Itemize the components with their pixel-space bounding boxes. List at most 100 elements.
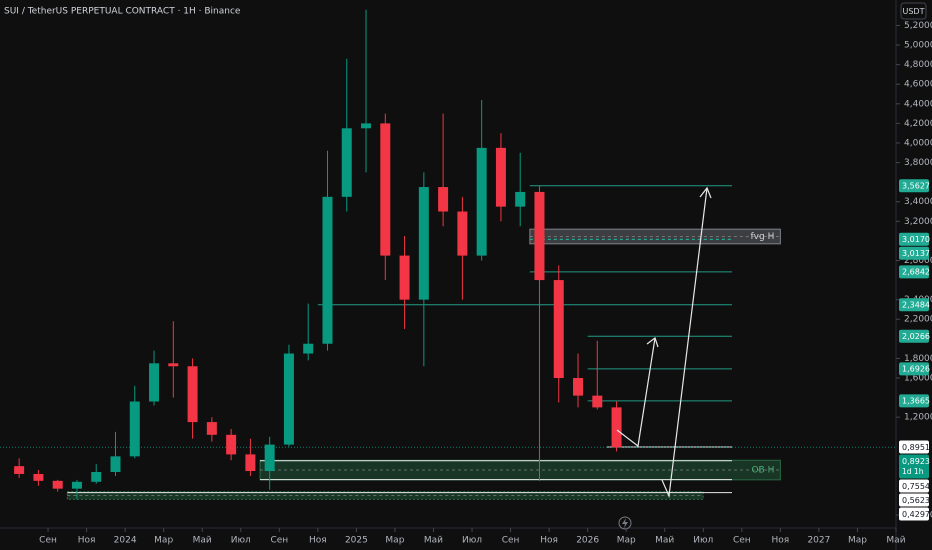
x-tick-label: Сен <box>733 536 751 546</box>
candle-body <box>573 378 584 396</box>
candle-body <box>495 147 506 207</box>
price-label: 2,0266 <box>902 332 930 341</box>
x-tick-label: Мар <box>154 536 173 546</box>
x-tick-label: Июл <box>693 536 713 546</box>
price-label-box <box>899 493 929 507</box>
candle-body <box>129 401 140 457</box>
price-label-box <box>899 179 929 193</box>
price-label: 3,5627 <box>902 182 930 191</box>
candle-body <box>168 363 179 367</box>
y-tick-label: 4,2000 <box>904 119 932 129</box>
y-tick-label: 5,0000 <box>904 41 932 51</box>
candle-body <box>283 353 294 445</box>
candle-body <box>592 395 603 408</box>
x-tick-label: Мар <box>617 536 636 546</box>
x-tick-label: Май <box>424 536 443 546</box>
y-tick-label: 1,2000 <box>904 413 932 423</box>
y-tick-label: 3,4000 <box>904 197 932 207</box>
price-label-box <box>899 265 929 279</box>
x-tick-label: Май <box>655 536 674 546</box>
candle-body <box>226 434 237 455</box>
arrow-line <box>616 337 656 448</box>
candle-body <box>91 472 102 482</box>
x-tick-label: 2024 <box>114 536 137 546</box>
y-tick-label: 5,2000 <box>904 21 932 31</box>
candle-body <box>418 187 429 300</box>
price-label: 0,8923 <box>902 457 930 466</box>
price-label-box <box>899 454 929 479</box>
candle-body <box>534 191 545 281</box>
price-label: 0,7554 <box>902 482 930 491</box>
price-label-box <box>899 246 929 260</box>
candle-body <box>438 187 449 212</box>
zone-label: OB H <box>751 466 774 476</box>
x-tick-label: Сен <box>502 536 520 546</box>
chart-title: SUI / TetherUS PERPETUAL CONTRACT · 1H ·… <box>4 7 241 17</box>
price-label: 2,6842 <box>902 268 930 277</box>
x-tick-label: Июл <box>462 536 482 546</box>
candle-body <box>187 366 198 423</box>
x-tick-label: Ноя <box>309 536 327 546</box>
y-tick-label: 1,8000 <box>904 354 932 364</box>
y-tick-label: 4,0000 <box>904 138 932 148</box>
price-label: 3,0137 <box>902 249 930 258</box>
candle-body <box>361 123 372 129</box>
x-tick-label: Мар <box>385 536 404 546</box>
zone-label: fvg H <box>751 232 775 242</box>
price-label-box <box>899 232 929 246</box>
price-label: 0,8951 <box>902 443 930 452</box>
y-tick-label: 1,6000 <box>904 374 932 384</box>
price-label: 2,3484 <box>902 301 930 310</box>
arrow-line <box>661 187 708 499</box>
drawings <box>616 186 712 499</box>
x-tick-label: Ноя <box>78 536 96 546</box>
y-tick-label: 4,6000 <box>904 80 932 90</box>
x-tick-label: 2025 <box>345 536 368 546</box>
x-tick-label: Сен <box>39 536 57 546</box>
plot-area: fvg H OB H <box>0 9 896 500</box>
zone <box>66 491 704 500</box>
y-tick-label: 2,2000 <box>904 315 932 325</box>
candle-body <box>245 454 256 472</box>
x-tick-label: 2026 <box>576 536 599 546</box>
y-tick-label: 3,8000 <box>904 158 932 168</box>
price-label: 0,5623 <box>902 496 930 505</box>
candle-body <box>476 147 487 256</box>
price-label-box <box>899 440 929 454</box>
candle-body <box>110 456 121 473</box>
price-label: 0,4297 <box>902 510 930 519</box>
candle-body <box>149 363 160 402</box>
price-label: 1,3665 <box>902 397 930 406</box>
price-label-box <box>899 362 929 376</box>
x-tick-label: Ноя <box>540 536 558 546</box>
countdown: 1d 1h <box>902 467 924 476</box>
candle-body <box>33 473 44 481</box>
price-label-box <box>899 507 929 521</box>
currency-button[interactable] <box>900 2 927 20</box>
y-tick-label: 3,2000 <box>904 217 932 227</box>
candle-body <box>515 191 526 207</box>
price-label-box <box>899 298 929 312</box>
y-tick-label: 4,4000 <box>904 99 932 109</box>
x-tick-label: Май <box>193 536 212 546</box>
candle-body <box>206 422 217 435</box>
price-label-box <box>899 479 929 493</box>
candle-body <box>303 343 314 354</box>
replay-icon[interactable] <box>618 516 632 530</box>
candle-body <box>71 481 82 489</box>
candle-body <box>264 444 275 472</box>
y-tick-label: 2,8000 <box>904 256 932 266</box>
candle-body <box>611 407 622 448</box>
y-tick-label: 4,8000 <box>904 60 932 70</box>
candle-body <box>553 280 564 379</box>
candle-body <box>380 123 391 256</box>
x-tick-label: 2027 <box>807 536 830 546</box>
currency[interactable]: USDT <box>903 7 925 16</box>
x-tick-label: Ноя <box>772 536 790 546</box>
arrow-head <box>699 186 712 199</box>
x-tick-label: Июл <box>231 536 251 546</box>
price-label-box <box>899 394 929 408</box>
candle-body <box>341 128 352 197</box>
candle-body <box>457 211 468 256</box>
